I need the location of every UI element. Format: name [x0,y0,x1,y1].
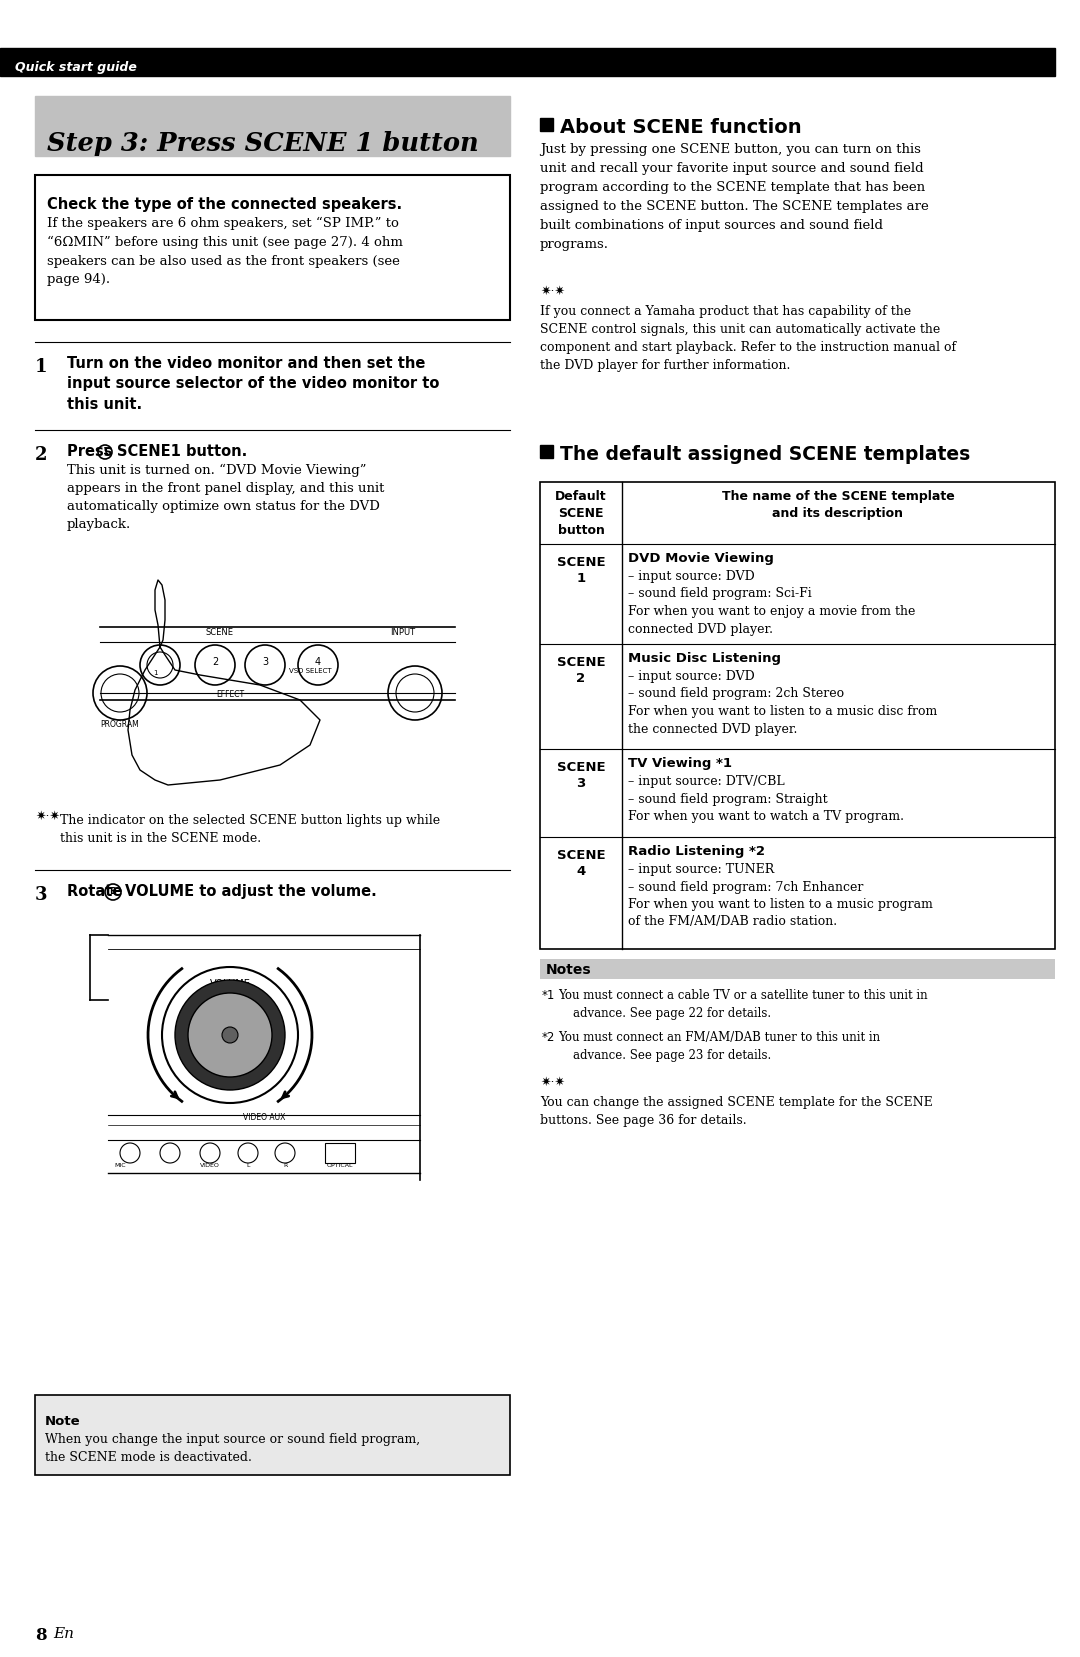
Bar [35,176,510,320]
Text: SCENE
2: SCENE 2 [556,656,605,684]
Text: TV Viewing *1: TV Viewing *1 [627,757,732,771]
Text: INPUT: INPUT [390,628,415,636]
Text: Default
SCENE
button: Default SCENE button [555,490,607,537]
Bar [540,118,553,131]
Text: EFFECT: EFFECT [216,689,244,699]
Text: You must connect a cable TV or a satellite tuner to this unit in
    advance. Se: You must connect a cable TV or a satelli… [558,989,928,1021]
Text: – input source: DTV/CBL
– sound field program: Straight
For when you want to wat: – input source: DTV/CBL – sound field pr… [627,775,904,824]
Text: – input source: TUNER
– sound field program: 7ch Enhancer
For when you want to l: – input source: TUNER – sound field prog… [627,863,933,928]
Text: Rotate: Rotate [67,883,127,900]
Text: If the speakers are 6 ohm speakers, set “SP IMP.” to
“6ΩMIN” before using this u: If the speakers are 6 ohm speakers, set … [48,217,403,287]
Circle shape [222,1027,238,1042]
Text: 3: 3 [262,656,268,668]
Text: En: En [53,1627,75,1640]
Text: Radio Listening *2: Radio Listening *2 [627,845,765,858]
Text: This unit is turned on. “DVD Movie Viewing”
appears in the front panel display, : This unit is turned on. “DVD Movie Viewi… [67,464,384,532]
Text: DVD Movie Viewing: DVD Movie Viewing [627,552,774,565]
Circle shape [188,993,272,1077]
Text: The name of the SCENE template
and its description: The name of the SCENE template and its d… [721,490,955,520]
Text: 1: 1 [103,447,108,456]
Text: – input source: DVD
– sound field program: 2ch Stereo
For when you want to liste: – input source: DVD – sound field progra… [627,669,937,736]
Text: – input source: DVD
– sound field program: Sci-Fi
For when you want to enjoy a m: – input source: DVD – sound field progra… [627,570,916,636]
Text: SCENE
1: SCENE 1 [556,557,605,585]
Text: 4: 4 [315,656,321,668]
Bar [540,482,1055,949]
Text: Notes: Notes [546,963,592,978]
Text: VIDEO AUX: VIDEO AUX [243,1114,285,1122]
Text: You must connect an FM/AM/DAB tuner to this unit in
    advance. See page 23 for: You must connect an FM/AM/DAB tuner to t… [558,1031,880,1062]
Text: MIC: MIC [114,1163,125,1168]
Text: 1: 1 [152,669,158,676]
Text: SCENE: SCENE [206,628,234,636]
Text: SCENE1 button.: SCENE1 button. [117,444,247,459]
Text: VOLUME: VOLUME [210,979,251,989]
Text: VOLUME to adjust the volume.: VOLUME to adjust the volume. [125,883,377,900]
Text: The default assigned SCENE templates: The default assigned SCENE templates [561,446,970,464]
Bar [540,959,1055,979]
Text: VSD SELECT: VSD SELECT [288,668,332,674]
Text: 2: 2 [212,656,218,668]
Text: 3: 3 [35,886,48,905]
Bar [540,446,553,457]
Circle shape [175,979,285,1090]
Text: The indicator on the selected SCENE button lights up while
this unit is in the S: The indicator on the selected SCENE butt… [60,814,441,845]
Text: Check the type of the connected speakers.: Check the type of the connected speakers… [48,197,402,212]
Text: Music Disc Listening: Music Disc Listening [627,651,781,664]
Text: You can change the assigned SCENE template for the SCENE
buttons. See page 36 fo: You can change the assigned SCENE templa… [540,1095,933,1127]
Text: Step 3: Press SCENE 1 button: Step 3: Press SCENE 1 button [48,131,478,156]
Text: Turn on the video monitor and then set the
input source selector of the video mo: Turn on the video monitor and then set t… [67,356,440,413]
Text: ✷·✷: ✷·✷ [35,810,60,824]
Text: PROGRAM: PROGRAM [100,721,139,729]
Text: 8: 8 [35,1627,46,1644]
Bar [0,48,1055,76]
Text: *1: *1 [542,989,555,1002]
Bar [35,1395,510,1475]
Text: SCENE
4: SCENE 4 [556,848,605,878]
Text: L: L [246,1163,249,1168]
Text: *2: *2 [542,1031,555,1044]
Text: R: R [283,1163,287,1168]
Bar [325,1143,355,1163]
Text: VIDEO: VIDEO [200,1163,220,1168]
Text: ✷·✷: ✷·✷ [540,285,565,298]
Text: SCENE
3: SCENE 3 [556,761,605,790]
Text: Just by pressing one SCENE button, you can turn on this
unit and recall your fav: Just by pressing one SCENE button, you c… [540,143,929,250]
Text: B: B [109,888,117,896]
Text: ✷·✷: ✷·✷ [540,1075,565,1089]
Text: About SCENE function: About SCENE function [561,118,801,138]
Bar [35,96,510,156]
Text: When you change the input source or sound field program,
the SCENE mode is deact: When you change the input source or soun… [45,1433,420,1465]
Text: Note: Note [45,1415,81,1428]
Text: 1: 1 [35,358,48,376]
Text: 2: 2 [35,446,48,464]
Text: Press: Press [67,444,118,459]
Text: If you connect a Yamaha product that has capability of the
SCENE control signals: If you connect a Yamaha product that has… [540,305,956,373]
Text: Quick start guide: Quick start guide [15,61,137,73]
Text: OPTICAL: OPTICAL [327,1163,353,1168]
